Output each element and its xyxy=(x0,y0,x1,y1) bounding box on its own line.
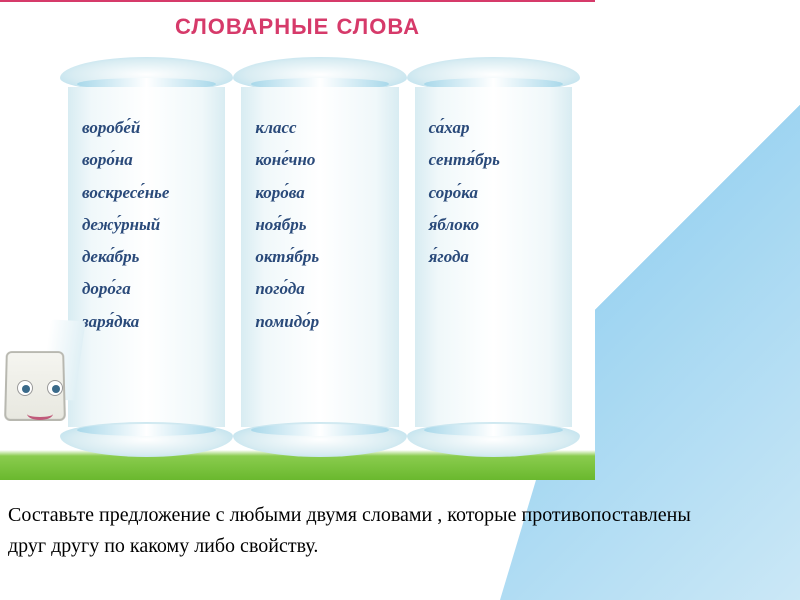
vocab-word: заря́дка xyxy=(82,306,211,338)
pupil xyxy=(22,385,30,393)
vocab-word: доро́га xyxy=(82,273,211,305)
vocab-word: воро́на xyxy=(82,144,211,176)
caption-line-2: друг другу по какому либо свойству. xyxy=(8,535,318,557)
pupil xyxy=(52,385,60,393)
vocab-word: пого́да xyxy=(255,273,384,305)
vocab-word: коне́чно xyxy=(255,144,384,176)
scroll-curl-bottom xyxy=(233,422,406,457)
scroll-body: воробе́йворо́навоскресе́ньедежу́рныйдека… xyxy=(68,87,225,427)
vocab-word: соро́ка xyxy=(429,177,558,209)
vocab-word: дежу́рный xyxy=(82,209,211,241)
printer-character xyxy=(0,330,85,460)
vocab-word: воробе́й xyxy=(82,112,211,144)
scroll-body: классконе́чнокоро́ваноя́брьоктя́брьпого́… xyxy=(241,87,398,427)
vocab-word: сентя́брь xyxy=(429,144,558,176)
word-list-3: са́харсентя́брьсоро́кая́блокоя́года xyxy=(429,112,558,273)
scroll-curl-bottom xyxy=(407,422,580,457)
word-list-1: воробе́йворо́навоскресе́ньедежу́рныйдека… xyxy=(82,112,211,338)
scroll-3: са́харсентя́брьсоро́кая́блокоя́года xyxy=(407,57,580,457)
task-caption: Составьте предложение с любыми двумя сло… xyxy=(8,500,788,562)
scrolls-container: воробе́йворо́навоскресе́ньедежу́рныйдека… xyxy=(60,57,580,467)
scroll-1: воробе́йворо́навоскресе́ньедежу́рныйдека… xyxy=(60,57,233,457)
vocab-word: я́года xyxy=(429,241,558,273)
eye-right xyxy=(47,380,63,396)
vocab-word: октя́брь xyxy=(255,241,384,273)
caption-line-1: Составьте предложение с любыми двумя сло… xyxy=(8,504,691,526)
vocab-word: класс xyxy=(255,112,384,144)
vocab-word: помидо́р xyxy=(255,306,384,338)
illustration-area: СЛОВАРНЫЕ СЛОВА воробе́йворо́навоскресе́… xyxy=(0,0,595,480)
scroll-2: классконе́чнокоро́ваноя́брьоктя́брьпого́… xyxy=(233,57,406,457)
scroll-curl-bottom xyxy=(60,422,233,457)
mouth xyxy=(27,408,53,420)
word-list-2: классконе́чнокоро́ваноя́брьоктя́брьпого́… xyxy=(255,112,384,338)
vocab-word: коро́ва xyxy=(255,177,384,209)
scroll-body: са́харсентя́брьсоро́кая́блокоя́года xyxy=(415,87,572,427)
vocab-word: я́блоко xyxy=(429,209,558,241)
vocab-word: са́хар xyxy=(429,112,558,144)
vocab-word: дека́брь xyxy=(82,241,211,273)
character-face xyxy=(15,380,65,420)
heading: СЛОВАРНЫЕ СЛОВА xyxy=(0,14,595,40)
vocab-word: воскресе́нье xyxy=(82,177,211,209)
vocab-word: ноя́брь xyxy=(255,209,384,241)
eye-left xyxy=(17,380,33,396)
